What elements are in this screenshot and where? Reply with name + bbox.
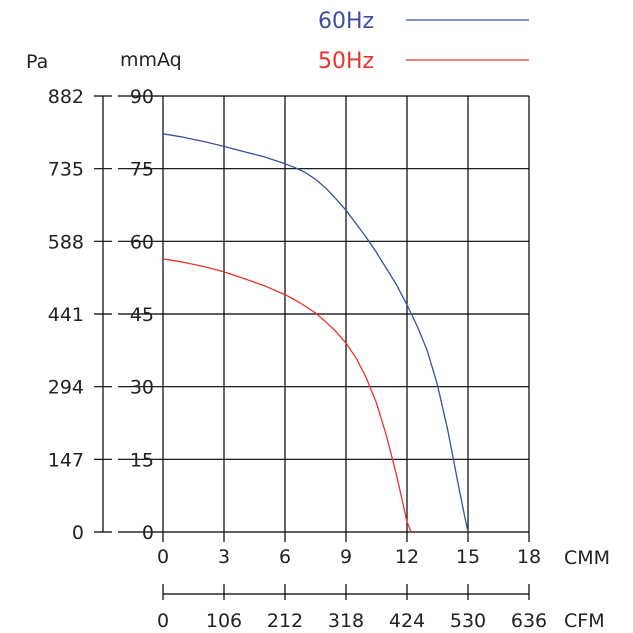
x-tick-label-2: 6 (279, 546, 291, 568)
y-axis-label-pa: Pa (26, 51, 48, 73)
axes (94, 95, 530, 600)
mmaq-tick-label-6: 90 (130, 86, 154, 108)
y-axis-label-mmaq: mmAq (120, 49, 182, 71)
legend: 60Hz 50Hz (318, 9, 529, 74)
grid (162, 95, 530, 533)
pa-tick-label-0: 0 (72, 522, 84, 544)
x2-tick-label-1: 106 (206, 610, 242, 632)
pa-tick-label-2: 294 (48, 377, 84, 399)
legend-label-60hz: 60Hz (318, 9, 374, 34)
mmaq-tick-label-3: 45 (130, 304, 154, 326)
series-line-60hz (162, 133, 469, 533)
x2-tick-label-6: 636 (511, 610, 547, 632)
mmaq-tick-label-2: 30 (130, 377, 154, 399)
series-line-50hz (162, 258, 412, 533)
x-tick-label-4: 12 (395, 546, 419, 568)
mmaq-tick-label-4: 60 (130, 231, 154, 253)
x2-tick-label-2: 212 (267, 610, 303, 632)
pa-tick-label-5: 735 (48, 159, 84, 181)
x-axis-label-cmm: CMM (564, 547, 610, 569)
x-tick-label-5: 15 (456, 546, 480, 568)
pa-tick-label-6: 882 (48, 86, 84, 108)
mmaq-tick-label-1: 15 (130, 449, 154, 471)
pa-tick-label-1: 147 (48, 449, 84, 471)
x2-axis-label-cfm: CFM (564, 610, 605, 632)
x2-tick-label-5: 530 (450, 610, 486, 632)
pa-tick-label-4: 588 (48, 231, 84, 253)
curves (162, 133, 469, 533)
x2-tick-label-0: 0 (157, 610, 169, 632)
x-tick-label-3: 9 (340, 546, 352, 568)
x2-tick-label-3: 318 (328, 610, 364, 632)
mmaq-tick-label-5: 75 (130, 159, 154, 181)
mmaq-tick-label-0: 0 (142, 522, 154, 544)
legend-label-50hz: 50Hz (318, 49, 374, 74)
tick-labels: 0 3 6 9 12 15 18 0 106 212 318 424 530 636 0 15 30 45 60 75… (48, 86, 547, 632)
x-tick-label-0: 0 (157, 546, 169, 568)
pa-tick-label-3: 441 (48, 304, 84, 326)
x-tick-label-1: 3 (218, 546, 230, 568)
x2-tick-label-4: 424 (389, 610, 425, 632)
x-tick-label-6: 18 (517, 546, 541, 568)
